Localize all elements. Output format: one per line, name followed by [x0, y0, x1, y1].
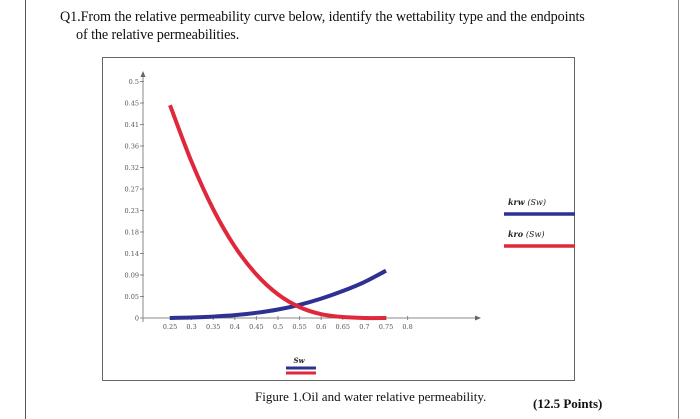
- x-tick-label: 0.7: [359, 323, 369, 331]
- question-line-2: of the relative permeabilities.: [76, 27, 240, 43]
- x-tick-label: 0.8: [402, 323, 412, 331]
- page-border-left: [25, 0, 26, 419]
- relative-permeability-chart: 0 0.05 0.09 0.14 0.18 0.23 0.27 0.32 0.36 0.41 0.4…: [125, 71, 575, 375]
- chart-axes: [140, 71, 481, 322]
- x-axis-arrow: [475, 315, 481, 321]
- y-tick-label: 0.27: [125, 186, 139, 194]
- y-tick-label: 0.05: [125, 293, 139, 301]
- x-axis-ticks: 0.25 0.3 0.35 0.4 0.45 0.5 0.55 0.6 0.65 0.7 0.75 0…: [163, 316, 413, 331]
- x-tick-label: 0.75: [379, 323, 393, 331]
- x-tick-label: 0.25: [163, 323, 177, 331]
- legend-label-krw: krw (Sw): [508, 197, 546, 207]
- legend-arg: (Sw): [527, 198, 546, 207]
- y-tick-label: 0.18: [125, 229, 139, 237]
- x-tick-label: 0.65: [336, 323, 350, 331]
- y-tick-label: 0.32: [125, 164, 139, 172]
- y-tick-label: 0.5: [129, 78, 139, 86]
- x-tick-label: 0.5: [273, 323, 283, 331]
- y-tick-label: 0: [135, 315, 139, 323]
- y-axis-ticks: 0 0.05 0.09 0.14 0.18 0.23 0.27 0.32 0.36 0.41 0.4…: [125, 78, 144, 323]
- y-tick-label: 0.09: [125, 272, 139, 280]
- y-tick-label: 0.36: [125, 143, 139, 151]
- x-tick-label: 0.35: [206, 323, 220, 331]
- question-text: Q1.From the relative permeability curve …: [60, 8, 660, 44]
- krw-curve: [169, 268, 387, 320]
- y-tick-label: 0.45: [125, 100, 139, 108]
- y-tick-label: 0.23: [125, 207, 139, 215]
- x-axis-label: Sw: [293, 356, 305, 365]
- page-border-right: [678, 0, 679, 419]
- x-tick-label: 0.4: [230, 323, 240, 331]
- chart-series: [168, 104, 387, 321]
- y-axis-arrow: [140, 71, 146, 77]
- figure-caption: Figure 1.Oil and water relative permeabi…: [255, 389, 487, 404]
- x-tick-label: 0.6: [316, 323, 326, 331]
- x-tick-label: 0.3: [186, 323, 196, 331]
- legend-symbol: kro: [508, 229, 526, 239]
- question-line-1: Q1.From the relative permeability curve …: [60, 9, 585, 25]
- y-tick-label: 0.14: [125, 250, 139, 258]
- chart-legend: krw (Sw)kro (Sw): [504, 197, 575, 248]
- y-tick-label: 0.41: [125, 121, 139, 129]
- legend-arg: (Sw): [526, 230, 545, 239]
- x-tick-label: 0.55: [292, 323, 306, 331]
- legend-label-kro: kro (Sw): [508, 229, 544, 239]
- figure-frame: 0 0.05 0.09 0.14 0.18 0.23 0.27 0.32 0.36 0.41 0.4…: [102, 57, 575, 381]
- points-label: (12.5 Points): [533, 396, 603, 411]
- kro-curve: [168, 104, 387, 321]
- x-tick-label: 0.45: [249, 323, 263, 331]
- x-axis-label-group: Sw: [286, 356, 316, 375]
- legend-symbol: krw: [508, 197, 527, 207]
